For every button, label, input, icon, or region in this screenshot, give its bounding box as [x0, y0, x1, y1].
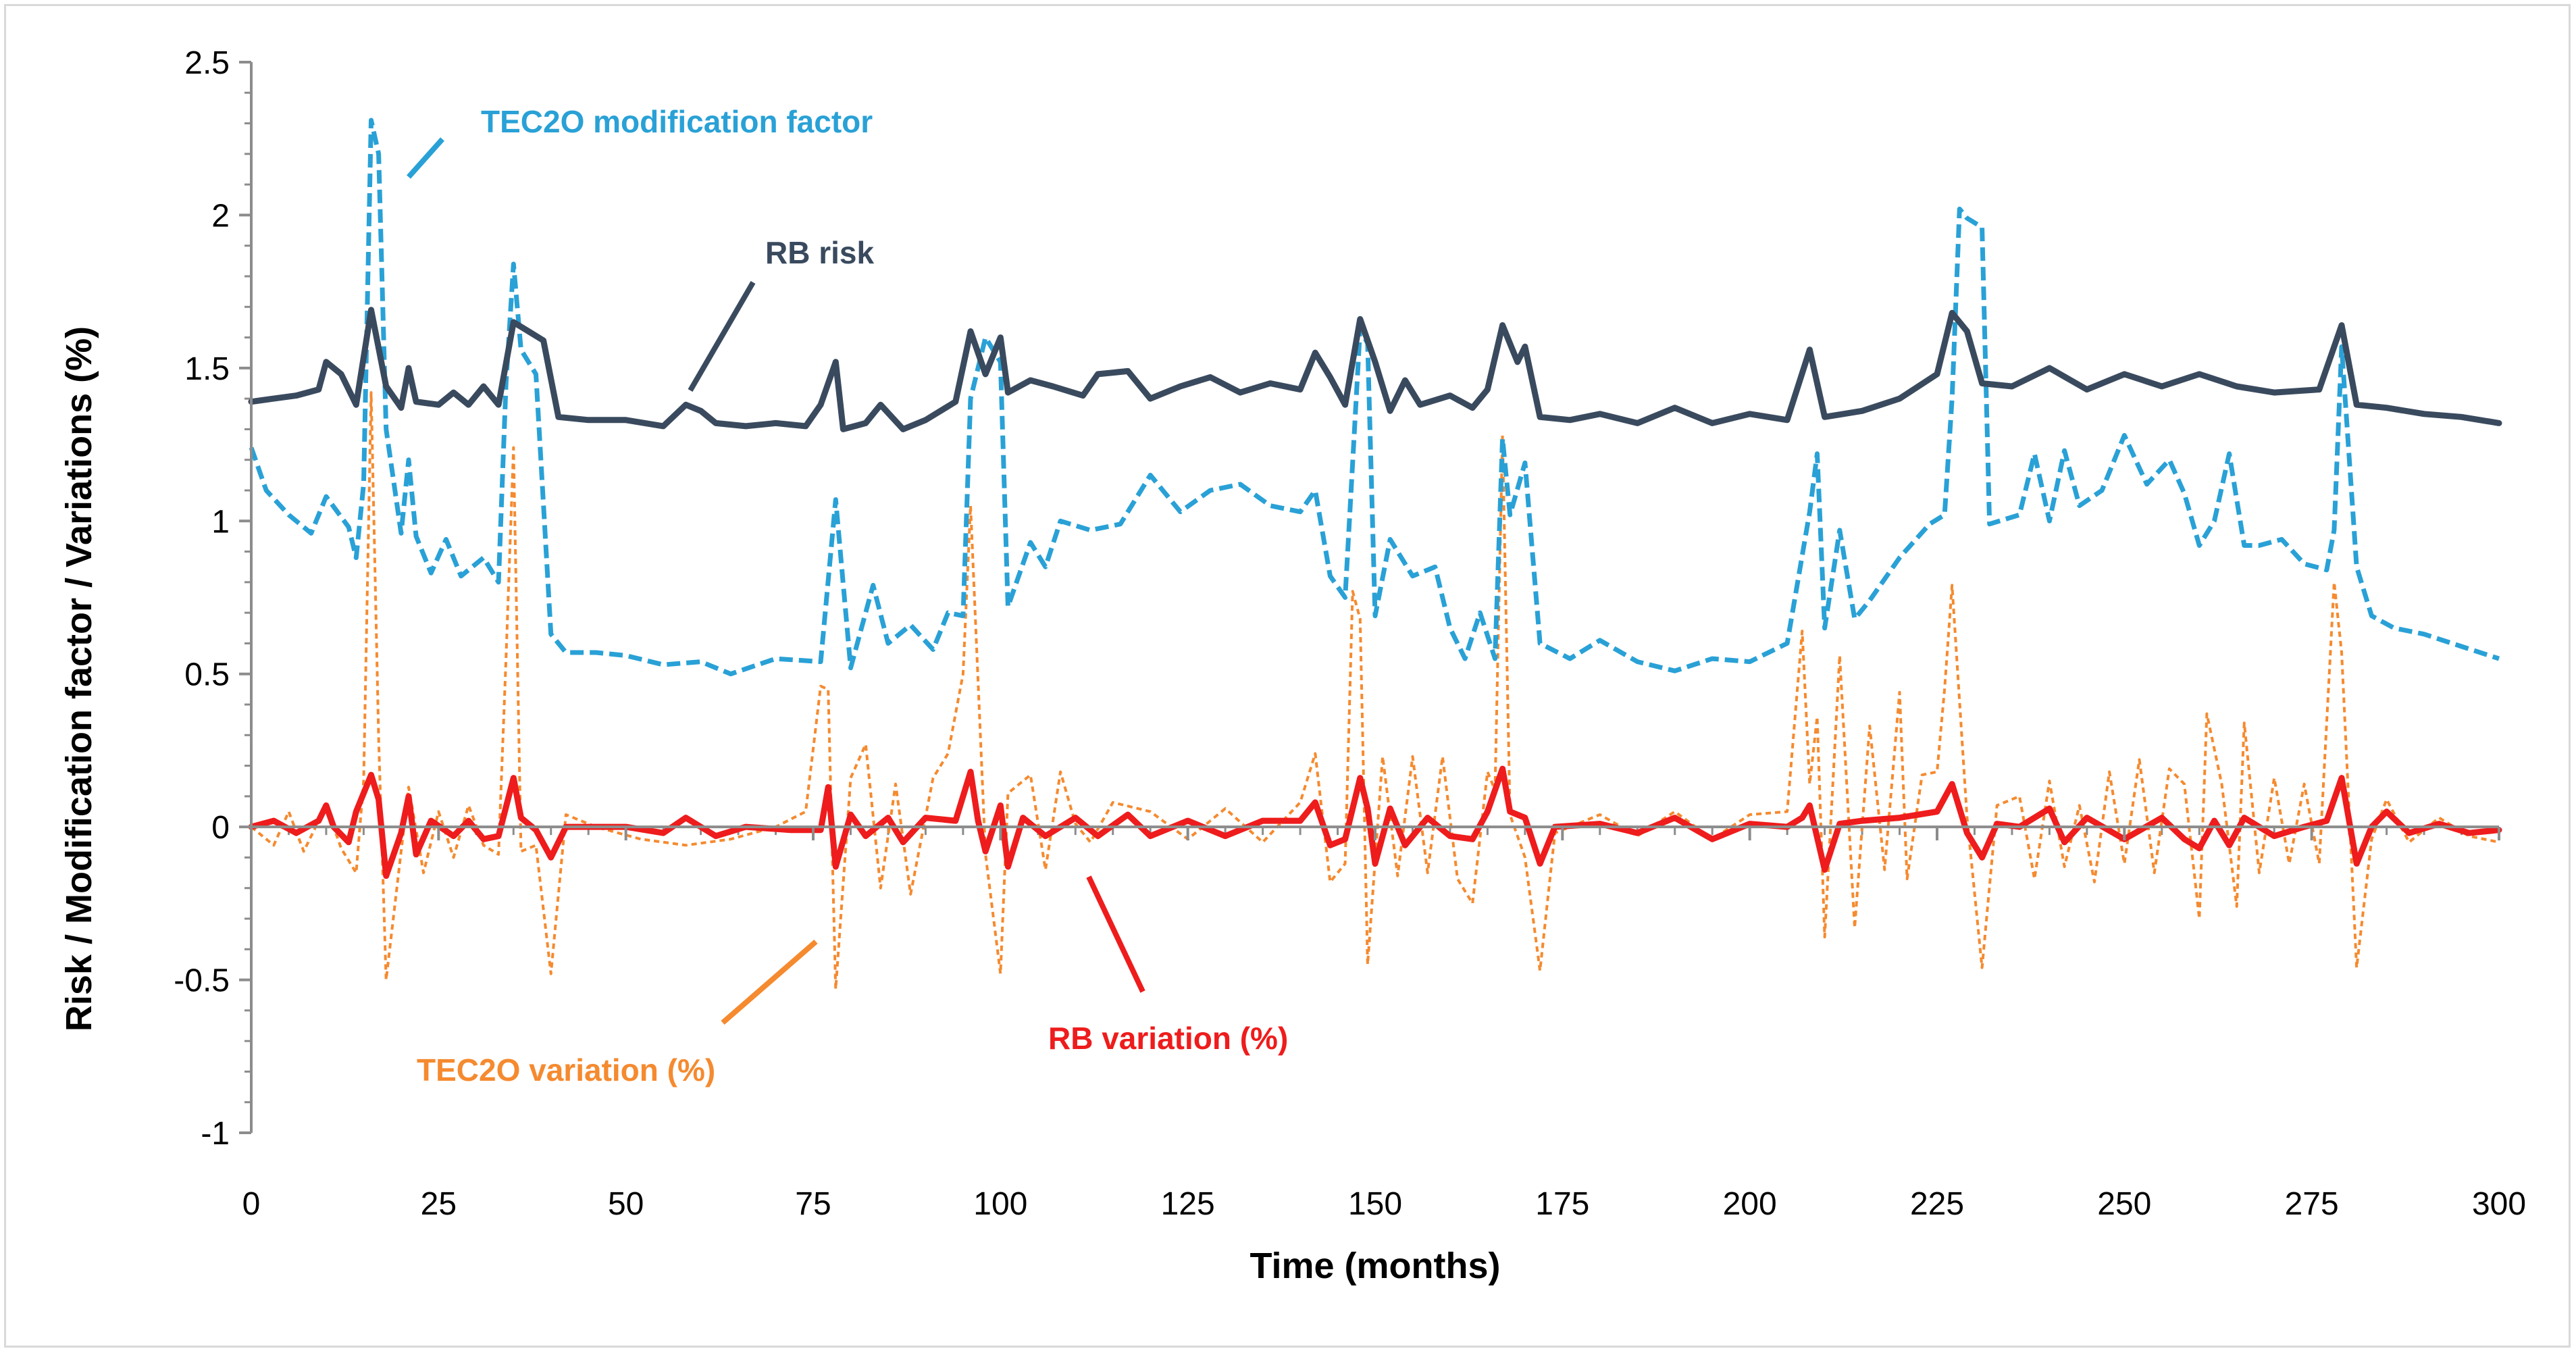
y-tick-label: 1 — [211, 504, 230, 540]
y-tick-label: -0.5 — [174, 963, 230, 999]
x-tick-label: 50 — [608, 1186, 644, 1222]
y-tick-label: -1 — [201, 1116, 230, 1152]
x-tick-label: 75 — [795, 1186, 831, 1222]
annotation-leader-rb-variation — [1086, 875, 1145, 993]
x-axis-title: Time (months) — [1250, 1246, 1500, 1286]
x-tick-label: 25 — [421, 1186, 457, 1222]
minor-ticks — [244, 61, 2500, 1134]
annotation-rb-variation: RB variation (%) — [1048, 1021, 1288, 1056]
x-tick-label: 225 — [1910, 1186, 1964, 1222]
y-tick-label: 2 — [211, 198, 230, 234]
annotation-tec2o-factor: TEC2O modification factor — [481, 104, 873, 139]
x-tick-label: 100 — [973, 1186, 1027, 1222]
y-axis-title: Risk / Modification factor / Variations … — [59, 326, 99, 1031]
y-tick-label: 2.5 — [184, 45, 230, 81]
x-tick-label: 250 — [2097, 1186, 2151, 1222]
tick-labels: 0 25 50 75 100 125 150 175 200 225 250 275 300 -1 -0.5… — [174, 45, 2526, 1222]
chart-frame — [4, 4, 2571, 1348]
x-tick-label: 125 — [1161, 1186, 1215, 1222]
series-line-rb-risk — [248, 307, 2502, 432]
annotation-leader-tec2o-variation — [721, 939, 818, 1025]
annotation-leader-tec2o-factor — [407, 137, 444, 179]
annotation-tec2o-variation: TEC2O variation (%) — [417, 1052, 715, 1088]
axes — [239, 61, 2500, 1134]
plot-series — [248, 118, 2502, 991]
x-tick-label: 275 — [2285, 1186, 2339, 1222]
x-tick-label: 175 — [1535, 1186, 1589, 1222]
y-tick-label: 0.5 — [184, 657, 230, 693]
x-tick-label: 300 — [2472, 1186, 2526, 1222]
annotation-leader-rb-risk — [688, 280, 756, 392]
x-tick-label: 0 — [242, 1186, 261, 1222]
y-tick-label: 0 — [211, 810, 230, 846]
y-tick-label: 1.5 — [184, 351, 230, 387]
x-tick-label: 200 — [1723, 1186, 1777, 1222]
series-line-tec2o-variation — [250, 391, 2500, 991]
series-line-tec2o-modification-factor — [249, 118, 2500, 677]
x-tick-label: 150 — [1348, 1186, 1402, 1222]
annotation-rb-risk: RB risk — [765, 235, 874, 270]
